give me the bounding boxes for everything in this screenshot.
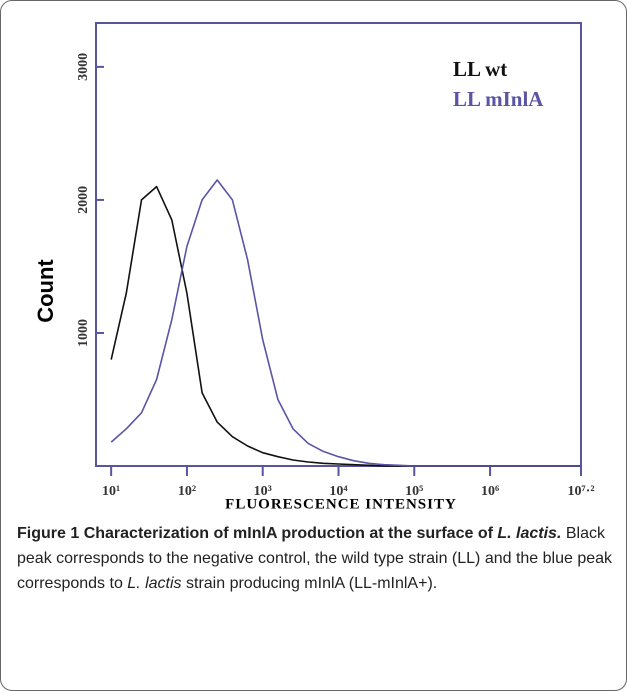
caption-text: Black peak corresponds to the negative c…	[17, 525, 613, 592]
x-tick-label: 10²	[178, 484, 196, 499]
caption-species: L. lactis.	[497, 525, 562, 542]
y-tick-label: 2000	[76, 186, 91, 214]
legend-entry: LL mInlA	[453, 87, 544, 111]
series-line	[110, 179, 581, 467]
x-tick-label: 10⁴	[329, 484, 348, 499]
caption: Figure 1 Characterization of mInlA produ…	[17, 521, 617, 596]
series-line	[110, 185, 581, 467]
y-tick-label: 3000	[76, 53, 91, 81]
x-tick-label: 10³	[254, 484, 272, 499]
x-tick-label: 10⁵	[405, 484, 423, 499]
caption-text: strain producing mInlA (LL-mInlA+).	[186, 575, 438, 592]
x-tick-label: 10⁶	[481, 484, 499, 499]
caption-species: L. lactis	[127, 575, 182, 592]
y-tick-label: 1000	[76, 319, 91, 347]
x-axis-label: FLUORESCENCE INTENSITY	[225, 496, 457, 512]
x-tick-label: 10¹	[102, 484, 120, 499]
caption-label: Figure 1	[17, 525, 80, 542]
chart: Count FLUORESCENCE INTENSITY 1000 2000 300…	[33, 22, 595, 512]
caption-title: Characterization of mInlA production at …	[83, 525, 493, 542]
legend-entry: LL wt	[453, 57, 507, 81]
y-axis-label: Count	[33, 259, 58, 323]
x-tick-label: 10⁷·²	[567, 484, 594, 499]
